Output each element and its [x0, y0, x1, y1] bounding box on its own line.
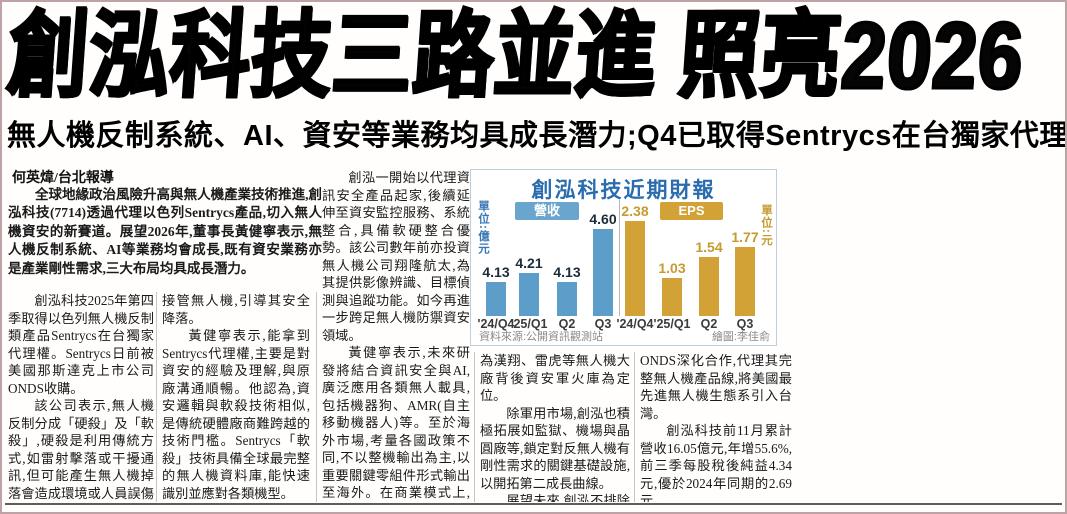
x-axis-tick: Q3	[594, 317, 612, 331]
legend-eps: EPS	[660, 202, 723, 220]
x-axis-tick: '25/Q1	[653, 317, 691, 331]
paragraph: 除軍用市場,創泓也積極拓展如監獄、機場與晶圓廠等,鎖定對反無人機有剛性需求的關鍵…	[480, 405, 630, 491]
headline: 創泓科技三路並進 照亮2026	[3, 2, 1028, 110]
chart-divider	[619, 200, 620, 316]
bar-value-label: 4.13	[482, 264, 510, 280]
subheadline: 無人機反制系統、AI、資安等業務均具成長潛力;Q4已取得Sentrycs在台獨家…	[7, 120, 1067, 152]
x-axis-tick: Q2	[558, 317, 576, 331]
x-axis-tick: '24/Q4	[477, 317, 515, 331]
paragraph: 為漢翔、雷虎等無人機大廠背後資安軍火庫為定位。	[480, 353, 630, 403]
financial-chart: 創泓科技近期財報 營收 EPS 單位:億元 單位:元 4.13 '24/Q4 4.2…	[470, 169, 777, 346]
revenue-bar	[557, 282, 577, 316]
bar-value-label: 1.77	[731, 229, 759, 245]
paragraph: 創泓一開始以代理資訊安全產品起家,後續延伸至資安監控服務、系統整合,具備軟硬整合…	[322, 170, 470, 343]
bottom-rule	[5, 503, 1062, 505]
column-2: 接管無人機,引導其安全降落。 黃健寧表示,能拿到Sentrycs代理權,主要是對…	[162, 292, 310, 504]
eps-bar	[625, 221, 645, 316]
eps-bar	[662, 278, 682, 316]
column-rule	[634, 352, 635, 502]
revenue-bar	[486, 282, 506, 316]
bar-value-label: 4.21	[515, 255, 543, 271]
unit-label-revenue: 單位:億元	[477, 200, 489, 255]
chart-credit: 繪圖:李佳俞	[711, 331, 770, 343]
column-rule	[156, 292, 157, 502]
paragraph: 黃健寧表示,未來研發將結合資訊安全與AI,廣泛應用各類無人載具,包括機器狗、AM…	[322, 345, 470, 505]
bar-value-label: 2.38	[621, 203, 649, 219]
byline: 何英煒/台北報導	[12, 171, 114, 186]
lead-text: 全球地緣政治風險升高與無人機產業技術推進,創泓科技(7714)透過代理以色列Se…	[8, 187, 322, 276]
paragraph: 展望未來,創泓不排除與	[506, 493, 630, 502]
revenue-bar	[519, 273, 539, 316]
chart-source: 資料來源:公開資訊觀測站	[479, 331, 604, 343]
eps-bar	[699, 257, 719, 316]
column-5: ONDS深化合作,代理其完整無人機產品線,將美國最先進無人機生態系引入台灣。 創…	[640, 352, 792, 502]
bar-value-label: 1.03	[658, 260, 686, 276]
column-rule	[316, 292, 317, 502]
paragraph: 該公司表示,無人機反制分成「硬殺」及「軟殺」,硬殺是利用傳統方式,如雷射擊落或干…	[8, 398, 154, 504]
paragraph: 黃健寧表示,能拿到Sentrycs代理權,主要是對資安的經驗及理解,與原廠溝通順…	[162, 328, 310, 501]
x-axis-tick: '24/Q4	[616, 317, 654, 331]
paragraph: 創泓科技2025年第四季取得以色列無人機反制類產品Sentrycs在台獨家代理權…	[8, 293, 154, 396]
bar-value-label: 4.13	[553, 264, 581, 280]
column-1: 創泓科技2025年第四季取得以色列無人機反制類產品Sentrycs在台獨家代理權…	[8, 292, 154, 504]
unit-label-eps: 單位:元	[760, 204, 772, 247]
column-rule	[474, 352, 475, 502]
chart-title: 創泓科技近期財報	[531, 179, 716, 202]
column-4: 為漢翔、雷虎等無人機大廠背後資安軍火庫為定位。 除軍用市場,創泓也積極拓展如監獄…	[480, 352, 630, 502]
bar-value-label: 1.54	[695, 239, 723, 255]
paragraph: 創泓科技前11月累計營收16.05億元,年增55.6%,前三季每股稅後純益4.3…	[640, 423, 792, 502]
legend-revenue: 營收	[515, 202, 579, 220]
paragraph: ONDS深化合作,代理其完整無人機產品線,將美國最先進無人機生態系引入台灣。	[640, 353, 792, 421]
bar-value-label: 4.60	[589, 211, 617, 227]
lead-paragraph: 全球地緣政治風險升高與無人機產業技術推進,創泓科技(7714)透過代理以色列Se…	[8, 186, 322, 286]
eps-bar	[735, 247, 755, 316]
column-3: 創泓一開始以代理資訊安全產品起家,後續延伸至資安監控服務、系統整合,具備軟硬整合…	[322, 169, 470, 505]
x-axis-tick: Q2	[700, 317, 718, 331]
x-axis-tick: Q3	[736, 317, 754, 331]
x-axis-tick: '25/Q1	[510, 317, 548, 331]
revenue-bar	[593, 229, 613, 316]
paragraph: 接管無人機,引導其安全降落。	[162, 293, 310, 326]
